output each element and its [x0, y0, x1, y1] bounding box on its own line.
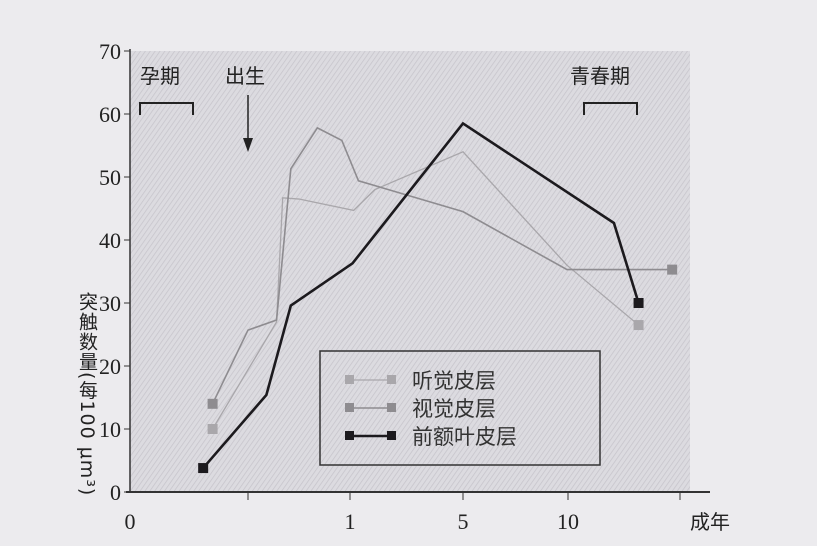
y-tick-label: 30 [99, 291, 121, 316]
y-tick-label: 20 [99, 354, 121, 379]
legend-marker [387, 403, 396, 412]
series-marker-1 [207, 424, 218, 434]
legend-marker [387, 431, 396, 440]
y-tick-label: 70 [99, 39, 121, 64]
series-marker-3 [633, 298, 644, 308]
series-line-1 [212, 151, 639, 430]
x-tick-label: 5 [458, 509, 469, 534]
legend-label: 视觉皮层 [412, 397, 496, 421]
y-tick-label: 0 [110, 480, 121, 505]
x-tick-label: 10 [557, 509, 579, 534]
birth-arrow-head [243, 138, 253, 152]
legend-label: 听觉皮层 [412, 369, 496, 393]
y-tick-label: 60 [99, 102, 121, 127]
puberty-bracket [583, 102, 638, 115]
legend-marker [345, 375, 354, 384]
series-line-3 [202, 121, 640, 469]
y-tick-label: 50 [99, 165, 121, 190]
legend-marker [387, 375, 396, 384]
y-axis-label: 突触数量(每100 μm³) [76, 292, 98, 497]
series-marker-3 [198, 463, 209, 474]
series-marker-1 [633, 320, 644, 331]
x-tick-label: 成年 [690, 511, 730, 534]
series-marker-2 [667, 264, 678, 275]
series-line-2 [211, 126, 673, 405]
series-marker-2 [207, 398, 218, 409]
y-tick-label: 10 [99, 417, 121, 442]
annotation-pregnancy: 孕期 [140, 64, 180, 88]
legend-label: 前额叶皮层 [412, 425, 517, 449]
legend-box [319, 350, 601, 466]
annotation-birth: 出生 [225, 64, 265, 88]
pregnancy-bracket [139, 102, 194, 115]
annotation-puberty: 青春期 [570, 64, 630, 88]
x-tick-label: 0 [125, 509, 136, 534]
y-tick-label: 40 [99, 228, 121, 253]
legend-marker [345, 431, 354, 440]
x-tick-label: 1 [345, 509, 356, 534]
legend-marker [345, 403, 354, 412]
plot-area [130, 51, 690, 492]
